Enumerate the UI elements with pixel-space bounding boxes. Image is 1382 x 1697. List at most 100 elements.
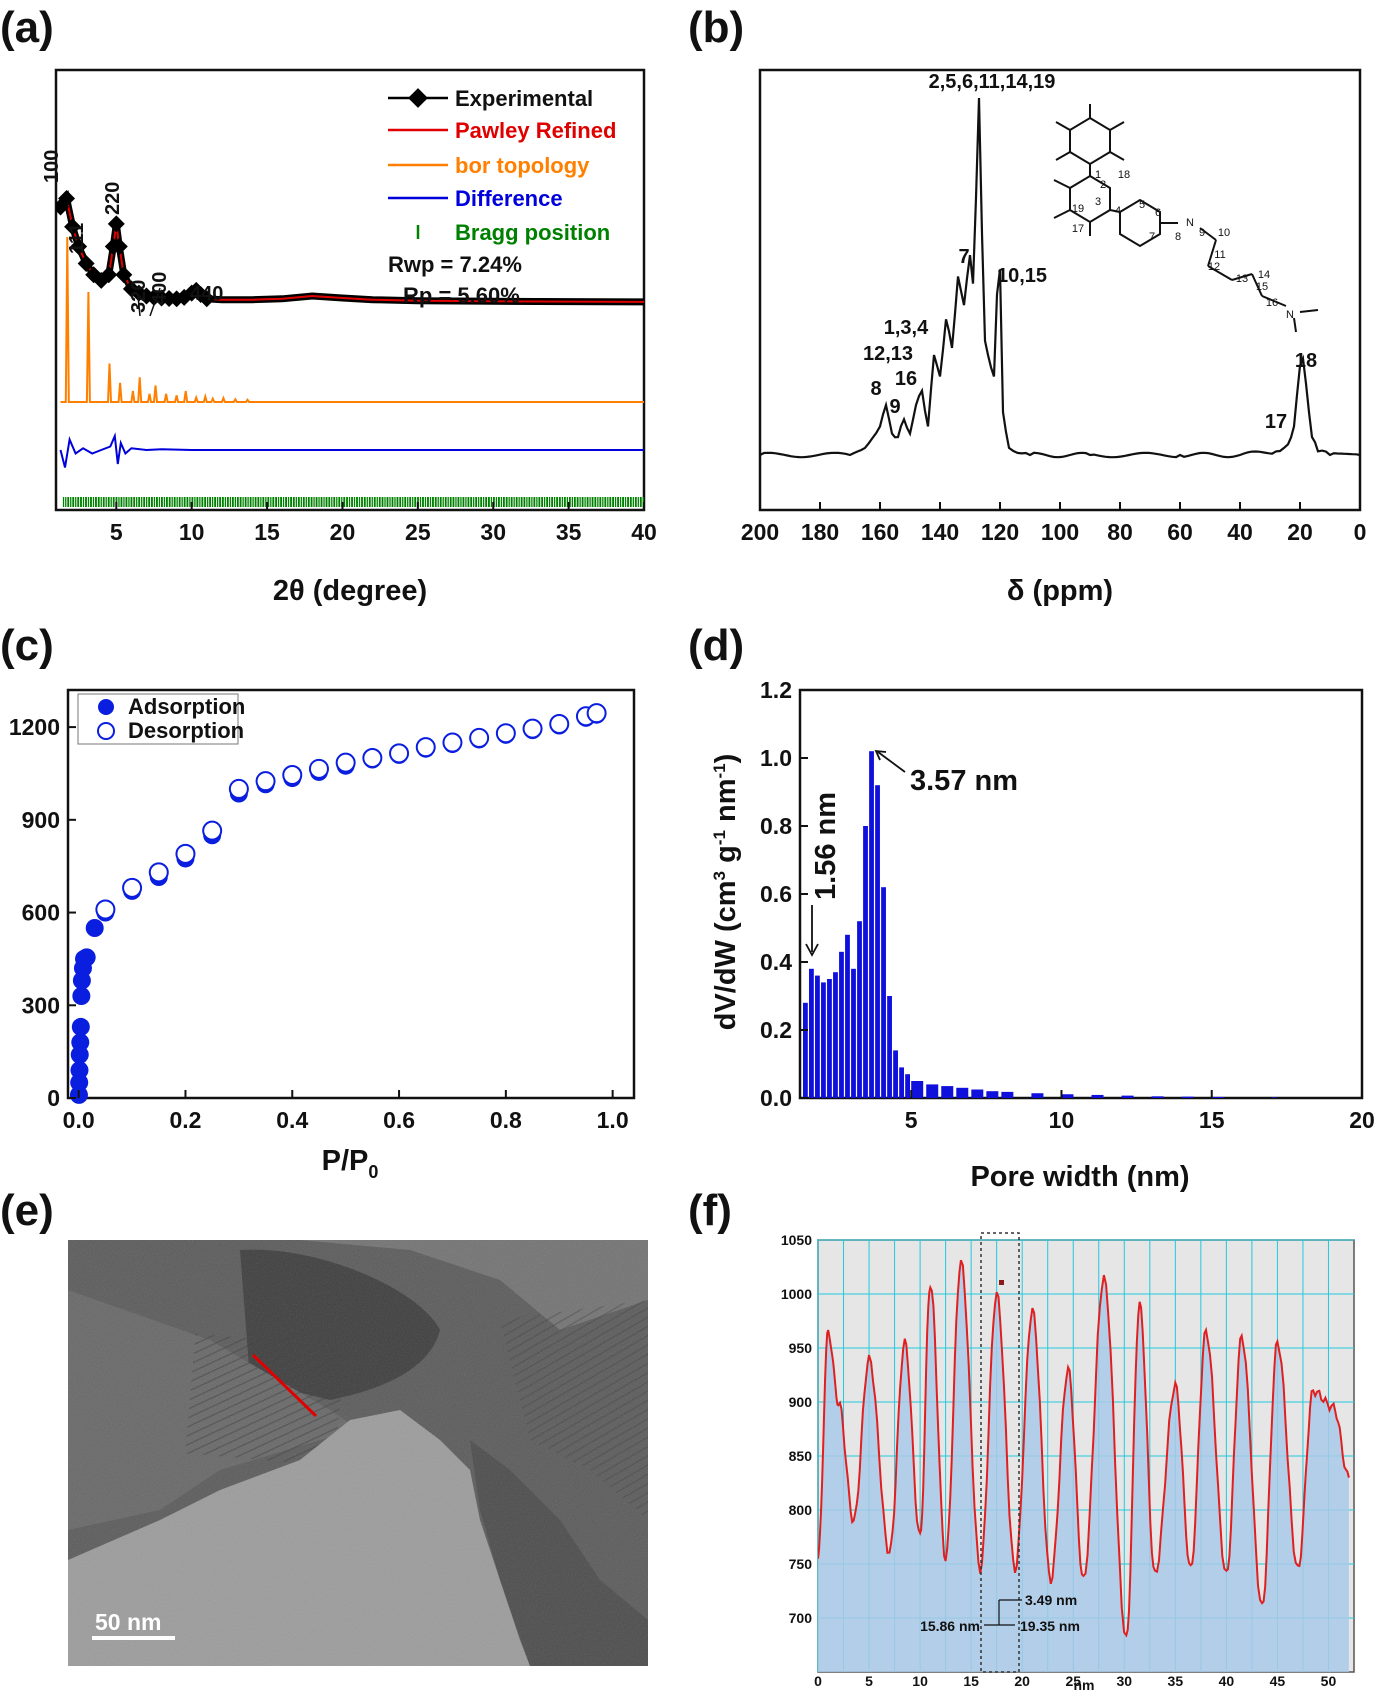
experimental-point xyxy=(198,290,216,308)
desorption-point xyxy=(255,771,276,792)
structure-atom-label: 14 xyxy=(1258,269,1270,281)
y-tick-label: 700 xyxy=(789,1610,813,1626)
y-tick-label: 1000 xyxy=(781,1286,812,1302)
y-tick-label: 1.0 xyxy=(760,745,792,771)
structure-atom-label: 12 xyxy=(1208,261,1220,273)
desorption-point xyxy=(308,758,329,779)
legend-adsorption: Adsorption xyxy=(128,694,245,719)
desorption-point xyxy=(335,752,356,773)
peak-label: 12,13 xyxy=(863,343,913,365)
structure-atom-label: 15 xyxy=(1256,281,1268,293)
peak-label: 9 xyxy=(889,396,900,418)
cursor-marker xyxy=(999,1280,1004,1285)
psd-bar xyxy=(1001,1091,1014,1098)
psd-bar xyxy=(1091,1094,1104,1098)
difference-curve xyxy=(59,432,644,468)
peak-label: 18 xyxy=(1295,350,1317,372)
psd-bar xyxy=(911,1081,924,1098)
panel-b-frame xyxy=(758,68,1362,512)
x-tick-label: 45 xyxy=(1270,1673,1286,1689)
tem-line-profile-marker xyxy=(251,1353,318,1418)
annotation-3-49nm: 3.49 nm xyxy=(1025,1592,1077,1608)
y-tick-label: 950 xyxy=(789,1340,813,1356)
x-tick-label: 10 xyxy=(1049,1107,1075,1133)
x-tick-label: 35 xyxy=(556,519,582,545)
panel-a-frame xyxy=(54,68,646,512)
x-tick-label: 5 xyxy=(865,1673,873,1689)
stat-rp: Rp = 5.60% xyxy=(403,283,520,308)
x-tick-label: 15 xyxy=(963,1673,979,1689)
experimental-point xyxy=(64,218,82,236)
psd-bar xyxy=(971,1089,984,1098)
bor-topology-curve xyxy=(60,236,644,403)
y-tick-label: 0.4 xyxy=(760,949,792,975)
x-tick-label: 20 xyxy=(330,519,356,545)
x-tick-label: 160 xyxy=(861,519,899,545)
desorption-point xyxy=(202,820,223,841)
structure-atom-label: 8 xyxy=(1175,231,1181,243)
annotation-19-35nm: 19.35 nm xyxy=(1020,1618,1080,1634)
panel-letter-a: (a) xyxy=(0,3,54,52)
desorption-point xyxy=(469,727,490,748)
structure-atom-label: 10 xyxy=(1218,227,1230,239)
psd-bar xyxy=(1061,1094,1074,1098)
y-tick-label: 0.6 xyxy=(760,881,792,907)
desorption-point xyxy=(495,723,516,744)
experimental-point xyxy=(77,254,95,272)
peak-arrow xyxy=(137,295,141,317)
psd-bar xyxy=(905,1074,910,1098)
psd-bar xyxy=(899,1067,904,1098)
adsorption-point xyxy=(71,1017,90,1036)
legend-desorption-marker xyxy=(97,722,115,740)
x-tick-label: 100 xyxy=(1041,519,1079,545)
structure-atom-label: 6 xyxy=(1155,207,1161,219)
panel-letter-c: (c) xyxy=(0,621,54,670)
psd-bar xyxy=(821,982,826,1098)
y-tick-label: 600 xyxy=(22,900,60,926)
x-tick-label: 0.4 xyxy=(276,1107,308,1133)
x-tick-label: 180 xyxy=(801,519,839,545)
psd-bar xyxy=(881,887,886,1098)
structure-atom-label: 16 xyxy=(1266,297,1278,309)
desorption-point xyxy=(228,778,249,799)
panel-c-xlabel: P/P0 xyxy=(322,1145,379,1182)
legend-bragg: Bragg position xyxy=(455,220,610,245)
panel-f-line-profile: 0 5 10 15 20 25 30 35 40 45 50 700 750 800 850 900 950 1… xyxy=(781,1232,1355,1693)
y-tick-label: 1050 xyxy=(781,1232,812,1248)
x-tick-label: 20 xyxy=(1287,519,1313,545)
peak-label: 7 xyxy=(958,246,969,268)
desorption-point xyxy=(148,862,169,883)
psd-bar xyxy=(827,979,832,1098)
psd-bar xyxy=(887,996,892,1098)
panel-d-psd: 5 10 15 20 0.0 0.2 0.4 0.6 0.8 1.0 1.2 Pore width… xyxy=(710,677,1375,1193)
desorption-point xyxy=(549,714,570,734)
legend-experimental-marker xyxy=(408,88,428,108)
structure-atom-label: 7 xyxy=(1149,231,1155,243)
adsorption-point xyxy=(85,919,104,937)
psd-bar xyxy=(833,972,838,1098)
y-tick-label: 300 xyxy=(22,992,60,1018)
psd-bar xyxy=(875,785,880,1098)
legend-desorption: Desorption xyxy=(128,718,244,743)
x-tick-label: 25 xyxy=(1065,1673,1081,1689)
panel-a-xrd: 5 10 15 20 25 30 35 40 2θ (degree) Experimental… xyxy=(41,68,657,607)
panel-c-frame xyxy=(66,688,636,1100)
y-tick-label: 0.2 xyxy=(760,1017,792,1043)
y-tick-label: 900 xyxy=(789,1394,813,1410)
legend-pawley: Pawley Refined xyxy=(455,118,616,143)
y-tick-label: 800 xyxy=(789,1502,813,1518)
panel-d-xlabel: Pore width (nm) xyxy=(970,1161,1189,1193)
legend-difference: Difference xyxy=(455,186,563,211)
peak-label: 440 xyxy=(190,283,223,305)
panel-d-ylabel: dV/dW (cm3 g-1 nm-1) xyxy=(710,754,742,1031)
psd-bar xyxy=(1211,1096,1224,1098)
x-tick-label: 0.0 xyxy=(63,1107,95,1133)
psd-bar xyxy=(956,1087,969,1098)
desorption-point xyxy=(362,748,383,768)
x-tick-label: 0 xyxy=(1354,519,1367,545)
legend-adsorption-marker xyxy=(98,699,114,715)
panel-letter-b: (b) xyxy=(688,3,744,52)
panel-a-legend: Experimental Pawley Refined bor topology… xyxy=(388,86,616,308)
x-tick-label: 0.8 xyxy=(490,1107,522,1133)
